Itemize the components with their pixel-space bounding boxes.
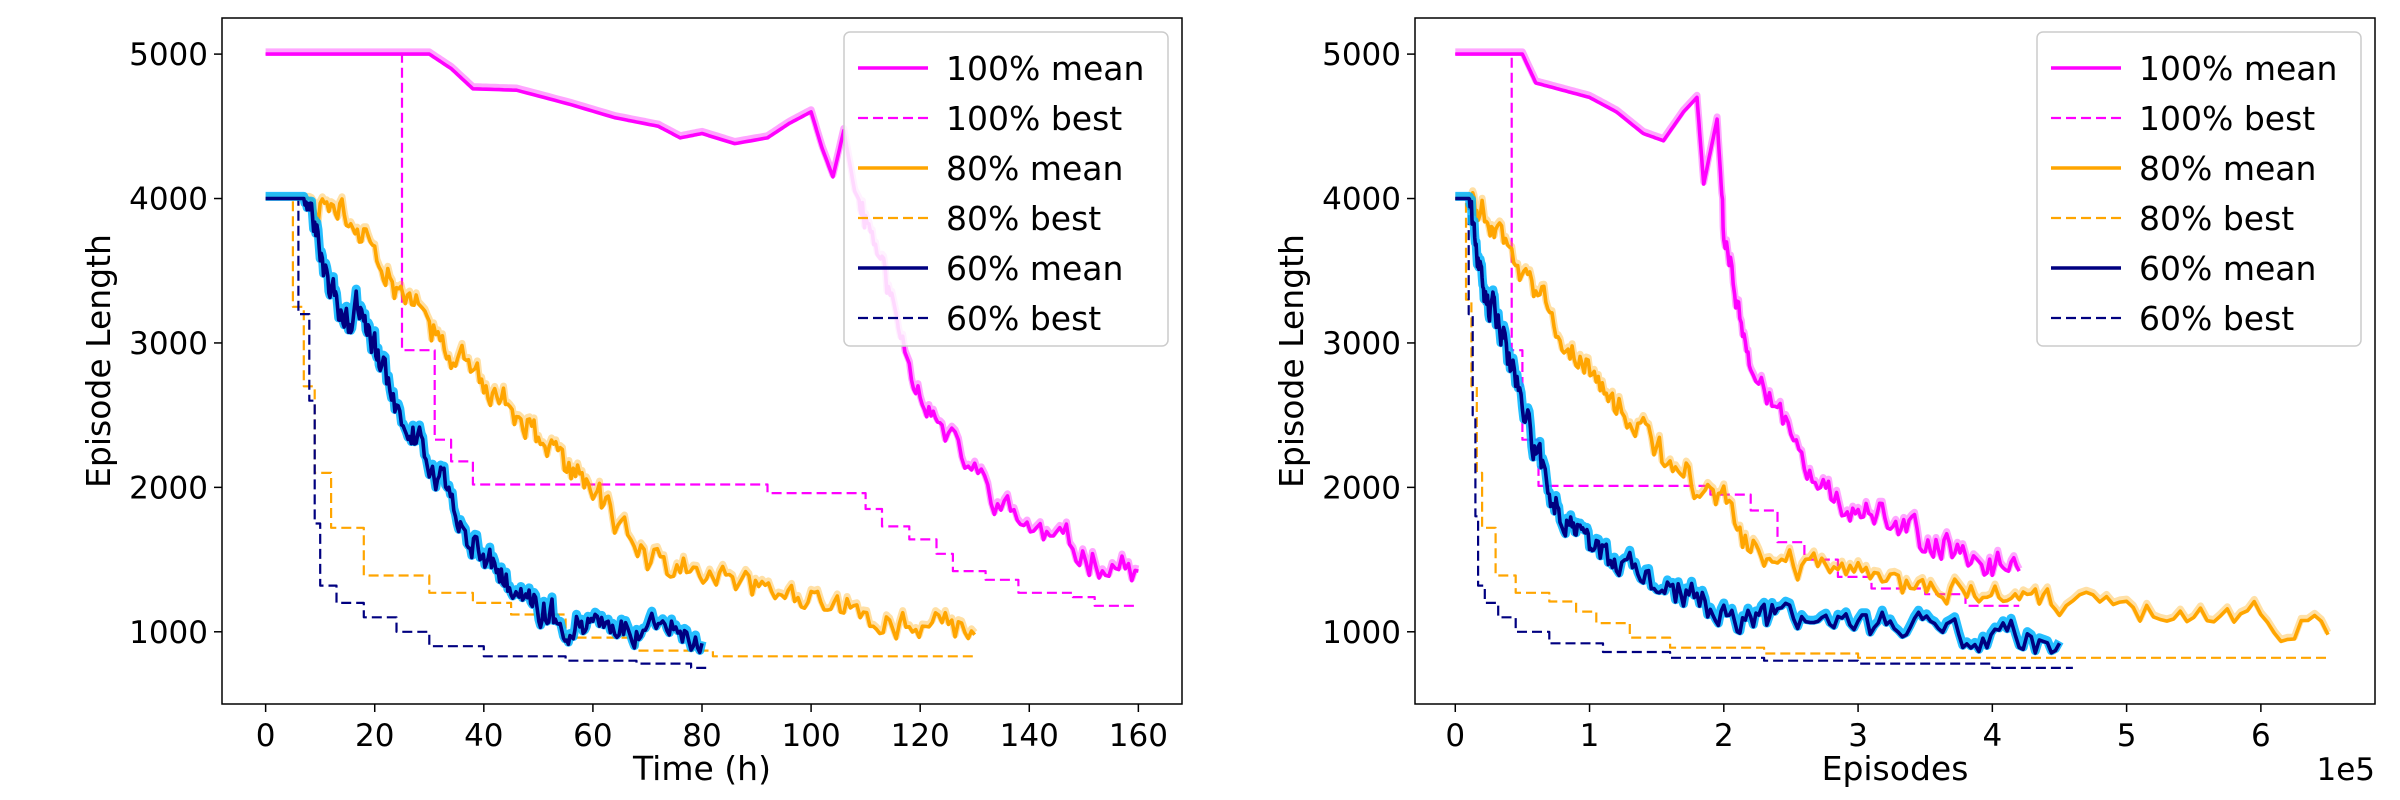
y-tick-label: 4000	[129, 182, 208, 218]
series-band	[265, 191, 707, 655]
legend-label: 80% mean	[946, 149, 1123, 188]
legend-label: 80% best	[946, 199, 1101, 238]
legend-label: 100% best	[946, 99, 1122, 138]
legend-label: 80% mean	[2139, 149, 2316, 188]
legend-label: 60% best	[2139, 299, 2294, 338]
series-line-100pct-best	[265, 53, 1139, 607]
x-tick-label: 80	[682, 718, 721, 754]
y-tick-label: 1000	[1322, 615, 1401, 651]
y-tick-label: 4000	[1322, 182, 1401, 218]
chart-time: 0 20 40 60 80 100 120 140 160 1000 2000 3000 4000 500…	[79, 17, 1183, 788]
x-tick-label: 40	[464, 718, 503, 754]
x-tick-label: 1	[1580, 718, 1600, 754]
series-line-60pct-mean	[265, 196, 704, 655]
y-axis-label: Episode Length	[1272, 234, 1311, 488]
x-tick-label: 6	[2251, 718, 2271, 754]
x-tick-label: 0	[1445, 718, 1465, 754]
series-line-80pct-mean	[265, 196, 977, 641]
series-line-60pct-best	[265, 197, 708, 669]
x-tick-label: 120	[891, 718, 950, 754]
legend-label: 100% mean	[2139, 49, 2337, 88]
series-line-60pct-mean	[1454, 196, 2062, 655]
series-line-100pct-mean	[1455, 52, 2021, 578]
x-tick-label: 0	[256, 718, 276, 754]
y-tick-label: 3000	[1322, 326, 1401, 362]
y-tick-label: 2000	[1322, 470, 1401, 506]
legend-label: 100% best	[2139, 99, 2315, 138]
x-tick-label: 4	[1982, 718, 2002, 754]
y-tick-label: 5000	[129, 37, 208, 73]
x-tick-label: 3	[1848, 718, 1868, 754]
legend-label: 60% mean	[946, 249, 1123, 288]
x-tick-label: 100	[782, 718, 841, 754]
x-offset-label: 1e5	[2316, 752, 2375, 788]
y-tick-label: 5000	[1322, 37, 1401, 73]
x-tick-label: 160	[1109, 718, 1168, 754]
x-tick-label: 5	[2117, 718, 2137, 754]
x-tick-label: 2	[1714, 718, 1734, 754]
y-axis-label: Episode Length	[79, 234, 118, 488]
plot-frame	[1414, 17, 2376, 705]
x-tick-label: 140	[1000, 718, 1059, 754]
y-tick-label: 2000	[129, 470, 208, 506]
chart-episodes: 0 1 2 3 4 5 6 1000 2000 3000 4000 5000 Episodes Episo…	[1272, 17, 2376, 788]
legend: 100% mean 100% best 80% mean 80% best 60% me…	[843, 31, 1169, 347]
series-line-80pct-mean	[1454, 191, 2330, 644]
series-line-80pct-best	[1455, 197, 2328, 659]
legend-label: 80% best	[2139, 199, 2294, 238]
series-line-100pct-mean	[265, 52, 1139, 583]
x-axis-label: Episodes	[1822, 749, 1969, 788]
y-tick-label: 1000	[129, 615, 208, 651]
x-tick-label: 20	[355, 718, 394, 754]
legend-label: 60% best	[946, 299, 1101, 338]
legend-label: 60% mean	[2139, 249, 2316, 288]
x-axis-label: Time (h)	[632, 749, 771, 788]
y-tick-label: 3000	[129, 326, 208, 362]
series-line-60pct-best	[1455, 197, 2073, 669]
legend: 100% mean 100% best 80% mean 80% best 60% me…	[2036, 31, 2362, 347]
legend-label: 100% mean	[946, 49, 1144, 88]
x-tick-label: 60	[573, 718, 612, 754]
